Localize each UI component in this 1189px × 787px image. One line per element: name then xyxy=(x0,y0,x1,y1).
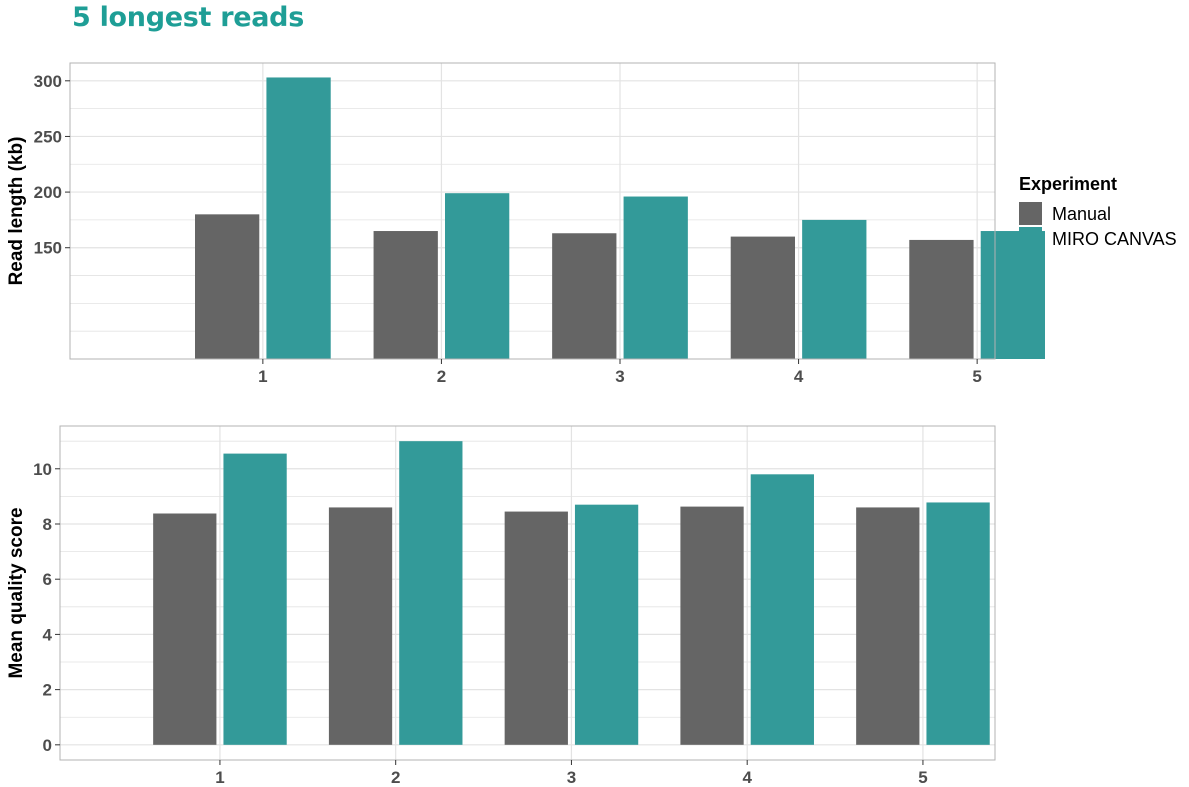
legend-swatch-miro xyxy=(1019,227,1042,250)
quality-y-axis-title: Mean quality score xyxy=(6,507,27,678)
read-length-panel: 150 200 250 300 1 2 3 4 5 Read length (kb) xyxy=(6,62,1045,386)
bar-miro-quality-3 xyxy=(574,504,639,745)
bar-manual-read-length-2 xyxy=(373,231,438,359)
read-length-y-tick-label: 150 xyxy=(34,239,62,258)
chart-title: 5 longest reads xyxy=(72,2,304,33)
quality-y-tick-label: 8 xyxy=(43,515,52,534)
read-length-panel-border xyxy=(69,62,996,360)
read-length-y-tick-label: 200 xyxy=(34,183,62,202)
read-length-x-tick-label: 1 xyxy=(258,367,267,386)
quality-y-tick-label: 2 xyxy=(43,681,52,700)
quality-y-tick-label: 6 xyxy=(43,570,52,589)
read-length-x-tick-label: 4 xyxy=(794,367,804,386)
quality-x-tick-label: 1 xyxy=(215,768,224,787)
bar-manual-read-length-4 xyxy=(730,236,795,359)
legend-title: Experiment xyxy=(1019,174,1117,194)
bar-miro-quality-4 xyxy=(750,474,814,745)
bar-miro-read-length-5 xyxy=(980,231,1045,359)
quality-x-tick-label: 2 xyxy=(391,768,400,787)
quality-panel-border xyxy=(59,425,996,761)
bar-manual-quality-3 xyxy=(504,511,568,745)
bar-miro-quality-1 xyxy=(223,453,287,745)
bar-manual-read-length-1 xyxy=(195,214,260,359)
bar-miro-read-length-3 xyxy=(623,196,688,359)
quality-x-tick-label: 4 xyxy=(742,768,752,787)
legend-swatch-manual xyxy=(1019,202,1042,225)
read-length-y-axis-title: Read length (kb) xyxy=(6,137,27,286)
bar-miro-read-length-2 xyxy=(445,193,510,359)
bar-manual-read-length-3 xyxy=(552,233,617,359)
bar-manual-quality-4 xyxy=(680,506,744,745)
bar-manual-quality-5 xyxy=(856,507,920,745)
bar-miro-quality-2 xyxy=(399,441,463,745)
bar-miro-quality-5 xyxy=(926,502,990,745)
read-length-y-tick-label: 250 xyxy=(34,127,62,146)
legend: Experiment Manual MIRO CANVAS xyxy=(1019,174,1177,250)
read-length-x-tick-label: 5 xyxy=(972,367,981,386)
bar-manual-quality-2 xyxy=(328,507,393,745)
bar-miro-read-length-4 xyxy=(802,219,867,359)
quality-x-tick-label: 5 xyxy=(918,768,927,787)
read-length-x-tick-label: 3 xyxy=(615,367,624,386)
quality-y-tick-label: 10 xyxy=(33,460,52,479)
bar-manual-read-length-5 xyxy=(909,239,974,359)
legend-label-manual: Manual xyxy=(1052,204,1111,224)
bar-miro-read-length-1 xyxy=(266,77,331,360)
quality-y-tick-label: 0 xyxy=(43,736,52,755)
quality-x-tick-label: 3 xyxy=(567,768,576,787)
read-length-y-tick-label: 300 xyxy=(34,72,62,91)
read-length-x-tick-label: 2 xyxy=(437,367,446,386)
legend-label-miro: MIRO CANVAS xyxy=(1052,229,1177,249)
bar-manual-quality-1 xyxy=(153,513,217,745)
quality-y-tick-label: 4 xyxy=(43,625,53,644)
